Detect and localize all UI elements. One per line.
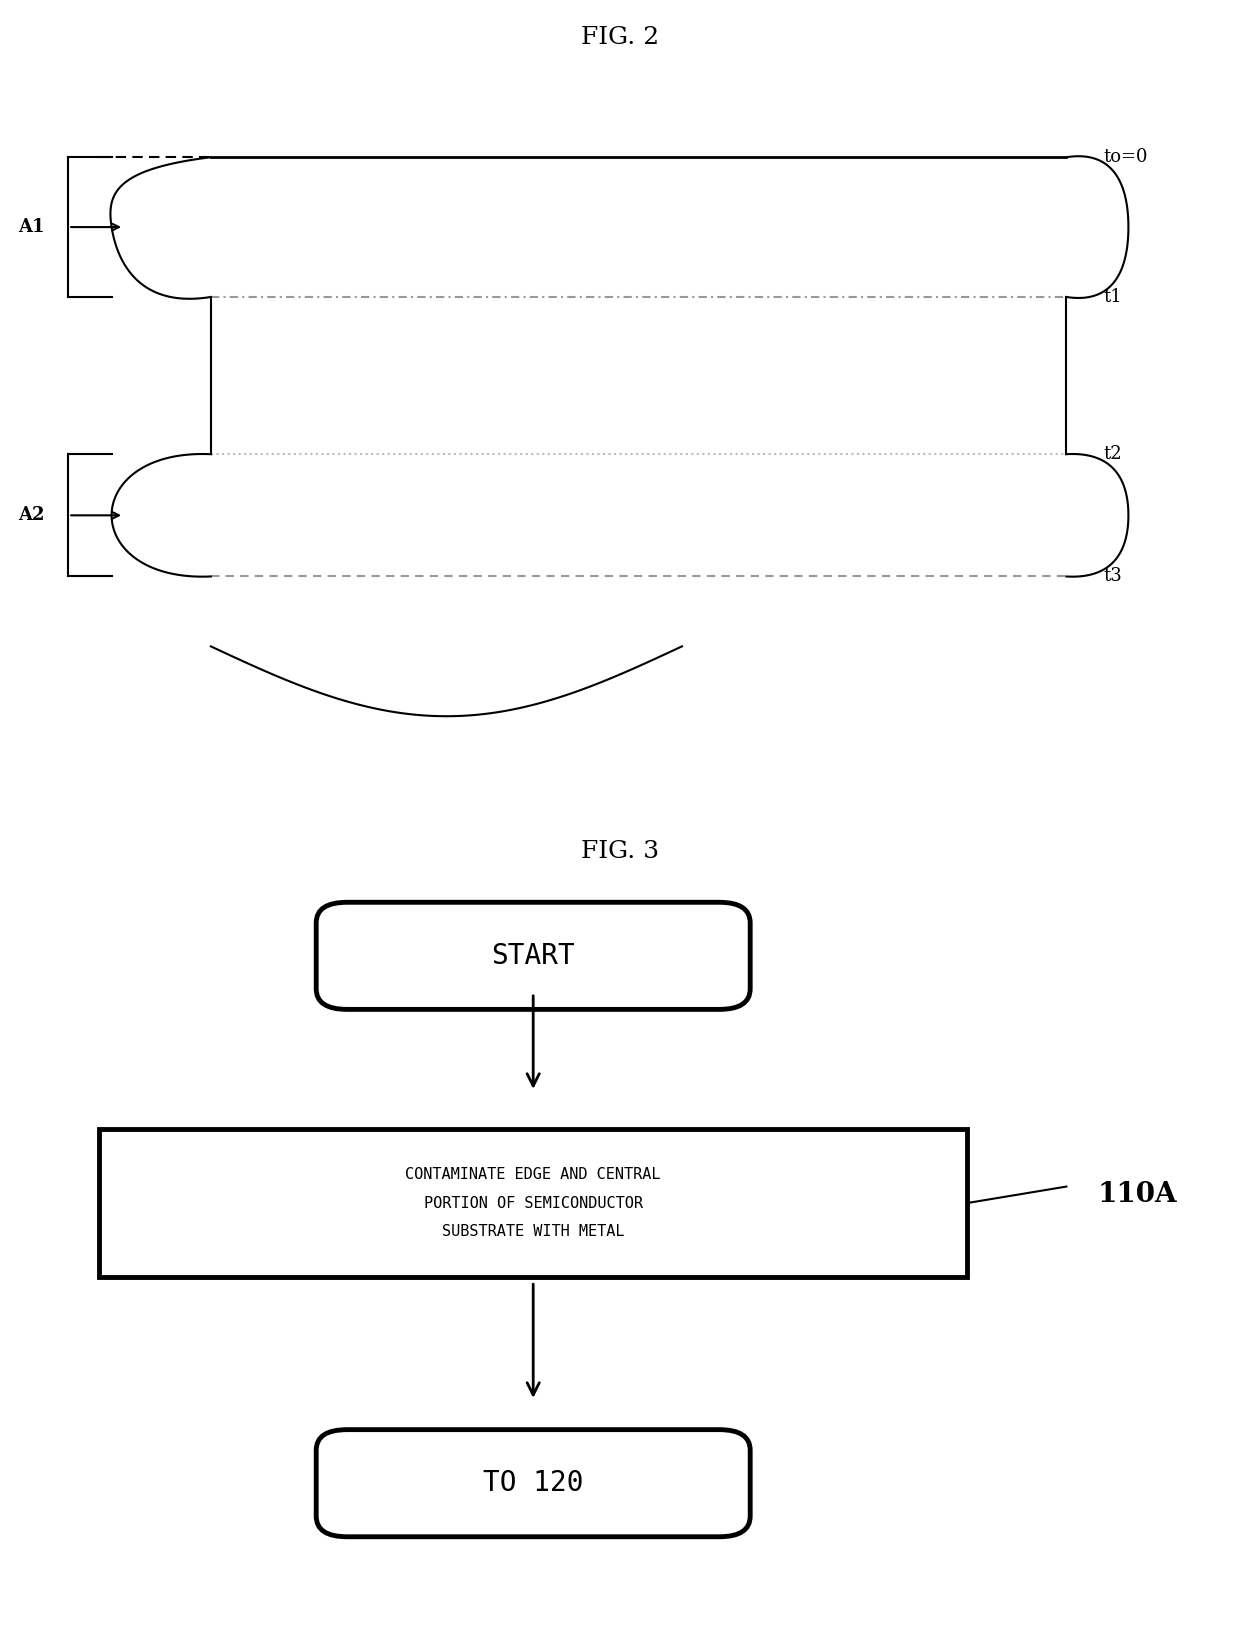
Text: t1: t1 — [1104, 288, 1122, 307]
Text: A1: A1 — [17, 218, 45, 236]
FancyBboxPatch shape — [316, 903, 750, 1009]
Text: t3: t3 — [1104, 567, 1122, 585]
Text: FIG. 3: FIG. 3 — [580, 840, 660, 864]
Text: SUBSTRATE WITH METAL: SUBSTRATE WITH METAL — [441, 1224, 625, 1239]
FancyBboxPatch shape — [316, 1429, 750, 1536]
Text: A2: A2 — [17, 506, 45, 524]
Text: PORTION OF SEMICONDUCTOR: PORTION OF SEMICONDUCTOR — [424, 1195, 642, 1211]
FancyBboxPatch shape — [99, 1129, 967, 1277]
Text: t2: t2 — [1104, 445, 1122, 463]
Text: CONTAMINATE EDGE AND CENTRAL: CONTAMINATE EDGE AND CENTRAL — [405, 1167, 661, 1182]
Text: to=0: to=0 — [1104, 148, 1148, 166]
Text: TO 120: TO 120 — [482, 1470, 584, 1496]
Text: FIG. 2: FIG. 2 — [580, 26, 660, 49]
Text: 110A: 110A — [1097, 1182, 1177, 1208]
Text: START: START — [491, 943, 575, 969]
